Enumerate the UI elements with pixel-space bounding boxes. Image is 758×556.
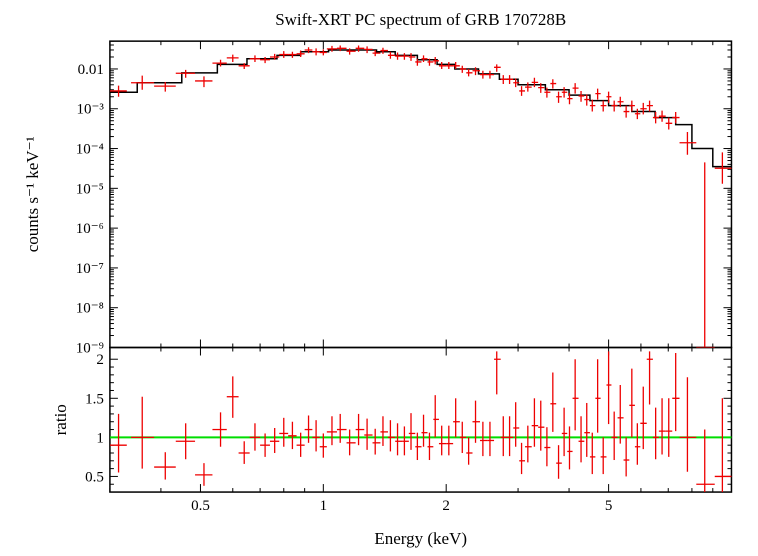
svg-text:1: 1 — [96, 430, 104, 446]
svg-text:Swift-XRT PC spectrum of GRB 1: Swift-XRT PC spectrum of GRB 170728B — [275, 10, 566, 29]
svg-text:counts s⁻¹ keV⁻¹: counts s⁻¹ keV⁻¹ — [23, 136, 42, 252]
bottom-panel-content — [110, 351, 732, 492]
svg-text:Energy (keV): Energy (keV) — [374, 529, 467, 548]
svg-text:0.5: 0.5 — [191, 498, 210, 514]
spectrum-chart: Swift-XRT PC spectrum of GRB 170728B 0.5 1… — [0, 0, 758, 556]
svg-text:1: 1 — [320, 498, 328, 514]
svg-text:10⁻⁴: 10⁻⁴ — [76, 142, 104, 158]
svg-text:10⁻⁸: 10⁻⁸ — [76, 301, 104, 317]
svg-text:10⁻⁶: 10⁻⁶ — [76, 221, 104, 237]
model-curve — [110, 50, 732, 167]
svg-text:2: 2 — [96, 352, 104, 368]
top-panel-content — [110, 45, 732, 347]
top-panel-frame — [110, 41, 732, 347]
svg-text:ratio: ratio — [51, 404, 70, 435]
svg-text:2: 2 — [442, 498, 450, 514]
svg-text:5: 5 — [605, 498, 613, 514]
svg-text:10⁻⁵: 10⁻⁵ — [76, 181, 104, 197]
bottom-panel-frame — [110, 348, 732, 493]
svg-text:10⁻³: 10⁻³ — [76, 102, 104, 118]
svg-text:1.5: 1.5 — [85, 391, 104, 407]
svg-text:0.01: 0.01 — [78, 62, 104, 78]
svg-text:10⁻⁷: 10⁻⁷ — [76, 261, 104, 277]
svg-text:0.5: 0.5 — [85, 469, 104, 485]
